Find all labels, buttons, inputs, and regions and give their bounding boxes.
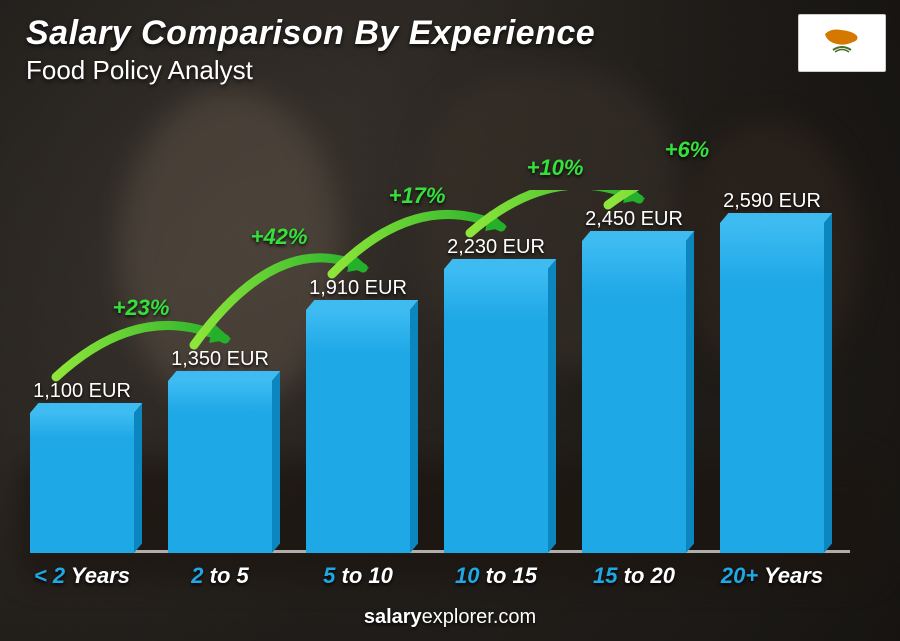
bar-value-label: 1,350 EUR xyxy=(171,348,269,371)
bar xyxy=(444,269,548,553)
bar-group: 2,230 EUR xyxy=(444,236,548,553)
footer-brand: salaryexplorer.com xyxy=(0,606,900,629)
bar-value-label: 2,450 EUR xyxy=(585,208,683,231)
bar-group: 2,450 EUR xyxy=(582,208,686,553)
bar-group: 1,350 EUR xyxy=(168,348,272,553)
bar-value-label: 1,100 EUR xyxy=(33,380,131,403)
category-label: 5 to 10 xyxy=(306,563,410,589)
bar-group: 1,910 EUR xyxy=(306,277,410,553)
bar xyxy=(582,241,686,553)
category-label: 20+ Years xyxy=(720,563,824,589)
bar-value-label: 1,910 EUR xyxy=(309,277,407,300)
percent-increase-label: +42% xyxy=(251,224,308,250)
bar-value-label: 2,230 EUR xyxy=(447,236,545,259)
percent-increase-label: +23% xyxy=(113,295,170,321)
bar-group: 2,590 EUR xyxy=(720,190,824,553)
category-label: 2 to 5 xyxy=(168,563,272,589)
bar xyxy=(720,223,824,553)
footer-brand-bold: salary xyxy=(364,606,422,628)
chart-title: Salary Comparison By Experience xyxy=(26,14,595,53)
country-flag-icon xyxy=(798,14,886,72)
category-label: 15 to 20 xyxy=(582,563,686,589)
bar xyxy=(168,381,272,553)
bar xyxy=(306,310,410,553)
category-label: < 2 Years xyxy=(30,563,134,589)
bar-chart: 1,100 EUR< 2 Years1,350 EUR2 to 51,910 E… xyxy=(30,190,850,553)
chart-subtitle: Food Policy Analyst xyxy=(26,55,595,86)
bar-group: 1,100 EUR xyxy=(30,380,134,553)
title-block: Salary Comparison By Experience Food Pol… xyxy=(26,14,595,86)
bar-value-label: 2,590 EUR xyxy=(723,190,821,213)
bar xyxy=(30,413,134,553)
infographic-stage: Salary Comparison By Experience Food Pol… xyxy=(0,0,900,641)
category-label: 10 to 15 xyxy=(444,563,548,589)
footer-brand-rest: explorer.com xyxy=(422,606,537,628)
